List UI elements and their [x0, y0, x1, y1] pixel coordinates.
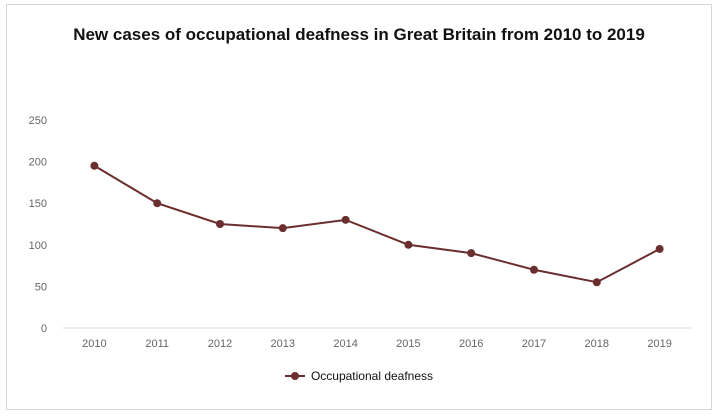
- data-point[interactable]: [90, 161, 99, 170]
- data-point[interactable]: [341, 215, 350, 224]
- x-tick-label: 2018: [585, 338, 609, 350]
- chart-container: New cases of occupational deafness in Gr…: [6, 4, 712, 410]
- y-tick-label: 250: [29, 115, 47, 127]
- data-point[interactable]: [153, 199, 162, 208]
- data-point[interactable]: [530, 265, 538, 274]
- y-axis-ticks: 0 50 100 150 200 250: [29, 115, 47, 335]
- x-tick-label: 2015: [396, 338, 420, 350]
- data-point[interactable]: [216, 220, 224, 228]
- x-tick-label: 2013: [271, 338, 295, 350]
- y-tick-label: 50: [35, 281, 47, 293]
- data-point[interactable]: [655, 244, 664, 253]
- data-point[interactable]: [278, 224, 287, 233]
- x-tick-label: 2017: [522, 338, 546, 350]
- data-point[interactable]: [467, 249, 476, 258]
- x-tick-label: 2012: [208, 338, 232, 350]
- data-points: [90, 161, 664, 287]
- data-point[interactable]: [404, 240, 413, 249]
- x-tick-label: 2016: [459, 338, 483, 350]
- x-tick-label: 2014: [333, 338, 357, 350]
- y-tick-label: 0: [41, 323, 47, 335]
- x-tick-label: 2010: [82, 338, 106, 350]
- y-tick-label: 100: [29, 240, 47, 252]
- x-tick-label: 2019: [647, 338, 671, 350]
- data-point[interactable]: [592, 278, 601, 287]
- line-chart: 0 50 100 150 200 250 2010 2011 2012 2013 2014 2015…: [29, 115, 691, 350]
- series-line-occupational-deafness: [93, 164, 661, 284]
- legend[interactable]: Occupational deafness: [7, 369, 711, 383]
- legend-label: Occupational deafness: [310, 369, 434, 383]
- chart-title: New cases of occupational deafness in Gr…: [73, 25, 645, 44]
- legend-marker-icon: [284, 371, 305, 381]
- y-tick-label: 200: [29, 157, 47, 169]
- x-tick-label: 2011: [145, 338, 169, 350]
- x-axis-ticks: 2010 2011 2012 2013 2014 2015 2016 2017 2018 2019: [82, 338, 672, 350]
- y-tick-label: 150: [29, 198, 47, 210]
